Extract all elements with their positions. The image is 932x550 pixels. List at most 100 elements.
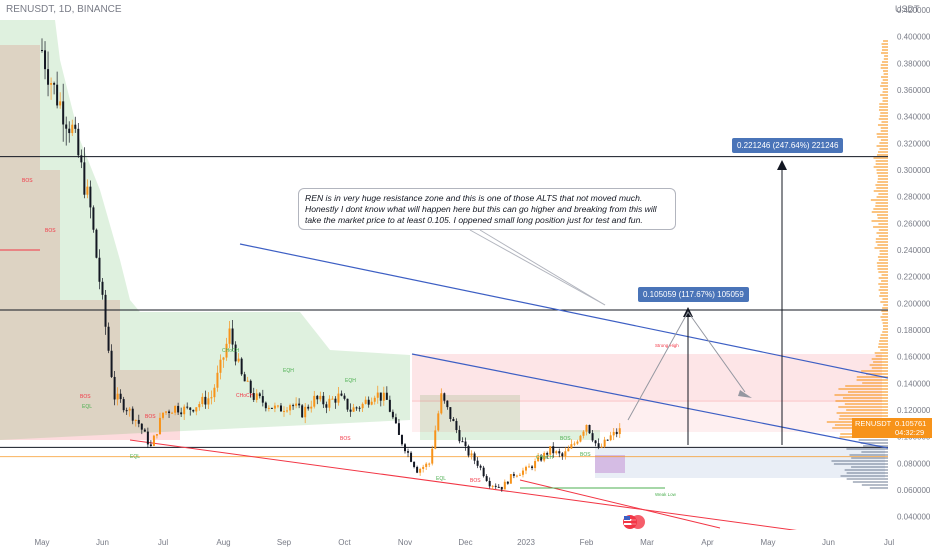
volume-bar [882, 322, 888, 324]
candle-body [618, 428, 621, 435]
candle-body [431, 448, 434, 464]
candle-body [304, 406, 307, 418]
candle-body [228, 328, 231, 344]
volume-bar [880, 94, 888, 96]
candle-body [313, 395, 316, 407]
candle-body [158, 417, 161, 435]
volume-bar [878, 151, 888, 153]
candle-body [316, 395, 319, 400]
y-tick-label: 0.320000 [897, 139, 931, 148]
target-high-label[interactable]: 0.221246 (247.64%) 221246 [732, 138, 844, 153]
volume-bar [879, 148, 888, 150]
arrow-head-high [777, 160, 787, 170]
candle-body [567, 448, 570, 452]
volume-bar [879, 106, 888, 108]
candle-body [264, 402, 267, 409]
volume-bar [834, 394, 888, 396]
eq-label-2: EQL [130, 454, 140, 460]
candle-body [149, 444, 152, 446]
volume-bar [880, 316, 888, 318]
candle-body [261, 396, 264, 403]
candle-body [201, 396, 204, 405]
candle-body [86, 186, 89, 195]
volume-bar [846, 472, 888, 474]
candle-body [177, 405, 180, 413]
candle-body [564, 451, 567, 457]
volume-bar [858, 439, 888, 441]
candle-body [198, 404, 201, 408]
descending-trendline-2 [411, 353, 888, 449]
volume-bar [881, 61, 888, 63]
candle-body [325, 404, 328, 408]
candle-body [246, 380, 249, 382]
target-low-label[interactable]: 0.105059 (117.67%) 105059 [638, 287, 749, 302]
volume-bar [838, 388, 888, 390]
volume-bar [880, 112, 888, 114]
x-tick-label: Jun [822, 538, 835, 547]
volume-bar [876, 232, 888, 234]
volume-bar [882, 328, 888, 330]
symbol-price-tag: RENUSDT [852, 418, 892, 438]
candle-body [204, 396, 207, 405]
candle-body [525, 466, 527, 471]
last-price-tag: 0.105761 04:32:29 [892, 418, 932, 438]
candle-body [467, 446, 470, 456]
candle-body [189, 407, 192, 410]
candle-body [606, 439, 609, 441]
candle-body [518, 474, 521, 476]
analysis-callout[interactable]: REN is in very huge resistance zone and … [298, 188, 676, 230]
volume-bar [878, 343, 888, 345]
candle-body [140, 423, 143, 430]
volume-bar [856, 376, 888, 378]
us-flag-icon-2[interactable] [631, 515, 645, 529]
volume-bar [878, 277, 888, 279]
volume-bar [881, 76, 888, 78]
volume-bar [856, 379, 888, 381]
bos-label-3: BOS [80, 394, 91, 400]
choch-label-1: CHoCH [222, 348, 240, 354]
candle-body [506, 481, 509, 484]
candle-body [521, 470, 524, 475]
volume-bar [873, 157, 888, 159]
volume-bar [875, 205, 888, 207]
y-tick-label: 0.340000 [897, 113, 931, 122]
candle-body [476, 460, 479, 466]
candle-body [609, 435, 612, 441]
candle-body [95, 229, 98, 258]
candle-body [137, 419, 140, 424]
candle-body [56, 84, 59, 106]
volume-bar [880, 139, 888, 141]
candle-body [186, 406, 189, 408]
candle-body [379, 392, 382, 401]
volume-bar [873, 208, 888, 210]
y-tick-label: 0.400000 [897, 33, 931, 42]
candle-body [452, 418, 455, 422]
candle-body [407, 451, 410, 453]
candle-body [80, 155, 83, 163]
candle-body [464, 441, 467, 447]
time-axis[interactable]: May Jun Jul Aug Sep Oct Nov Dec 2023 Feb Mar Apr May… [34, 538, 894, 547]
volume-bar [882, 100, 888, 102]
volume-bar [879, 253, 888, 255]
candle-body [376, 392, 379, 398]
volume-bar [851, 466, 888, 468]
candle-body [258, 393, 261, 397]
candle-body [370, 401, 373, 405]
volume-bar [875, 238, 888, 240]
y-tick-label: 0.060000 [897, 486, 931, 495]
volume-bar [881, 49, 888, 51]
x-tick-label: Jun [96, 538, 109, 547]
callout-pointer-1 [469, 229, 606, 306]
volume-bar [844, 469, 888, 471]
volume-bar [881, 43, 888, 45]
y-tick-label: 0.280000 [897, 193, 931, 202]
volume-bar [878, 109, 888, 111]
volume-bar [883, 325, 888, 327]
eq-label-3: EQH [283, 368, 294, 374]
candle-body [292, 405, 295, 407]
price-axis[interactable]: 0.0400000.0600000.0800000.1000000.120000… [897, 6, 931, 522]
candle-body [485, 476, 488, 481]
volume-bar [831, 460, 888, 462]
candle-body [537, 457, 540, 462]
